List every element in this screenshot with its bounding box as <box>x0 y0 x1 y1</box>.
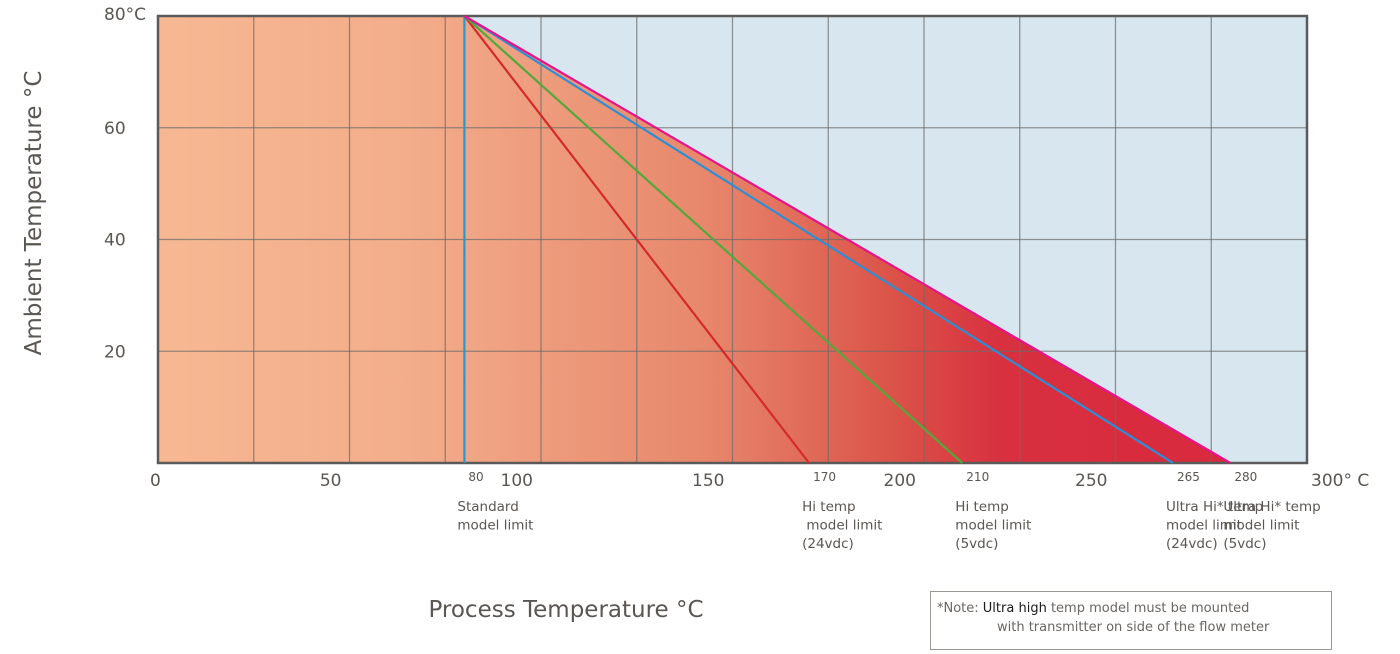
note-line-2: with transmitter on side of the flow met… <box>997 620 1270 635</box>
limit-line-2 <box>463 15 810 464</box>
caption-line: (5vdc) <box>1223 536 1266 552</box>
limit-marker-caption: Ultra Hi* temp model limit (5vdc) <box>1223 499 1320 552</box>
caption-line: Hi temp <box>955 499 1009 515</box>
note-line-1: *Note: Ultra high temp model must be mou… <box>937 599 1331 618</box>
caption-line: Ultra Hi* temp <box>1223 499 1320 515</box>
note-line-1-rest: temp model must be mounted <box>1046 601 1250 616</box>
caption-line: (5vdc) <box>955 536 998 552</box>
limit-line-3 <box>463 15 964 464</box>
limit-marker-caption: Ultra Hi* temp model limit (24vdc) <box>1166 499 1263 552</box>
y-axis-title: Ambient Temperature °C <box>21 71 47 356</box>
limit-marker-caption: Standard model limit <box>457 499 533 534</box>
y-tick-label: 60 <box>104 119 126 139</box>
limit-marker-value: 170 <box>813 470 836 484</box>
x-tick-label: 0 <box>150 471 161 491</box>
limit-markers: 80 Standard model limit 170 Hi temp model li… <box>457 470 1320 552</box>
y-tick-label: 20 <box>104 342 126 362</box>
note-prefix: *Note: <box>937 601 983 616</box>
x-tick-label: 50 <box>320 471 342 491</box>
plot-area <box>156 14 1309 465</box>
limit-line-4 <box>463 15 1174 464</box>
limit-line-5 <box>463 15 1231 464</box>
limit-marker-value: 280 <box>1234 470 1257 484</box>
y-tick-label: 80°C <box>104 5 146 25</box>
limit-marker-value: 265 <box>1177 470 1200 484</box>
grid-lines <box>158 16 1307 463</box>
caption-line: Standard <box>457 499 518 515</box>
limit-marker-caption: Hi temp model limit (24vdc) <box>802 499 882 552</box>
caption-line: model limit <box>457 518 533 534</box>
mounting-note: *Note: Ultra high temp model must be mou… <box>930 591 1332 650</box>
y-axis-ticks: 20 40 60 80°C <box>104 5 146 362</box>
x-tick-label: 300° C <box>1311 471 1369 491</box>
x-axis-title: Process Temperature °C <box>428 597 703 623</box>
plot-frame <box>156 14 1309 465</box>
x-tick-label: 200 <box>884 471 916 491</box>
note-emphasis: Ultra high <box>982 601 1047 616</box>
x-tick-label: 250 <box>1075 471 1107 491</box>
x-tick-label: 150 <box>692 471 724 491</box>
y-tick-label: 40 <box>104 231 126 251</box>
limit-marker-value: 210 <box>966 470 989 484</box>
limit-marker-caption: Hi temp model limit (5vdc) <box>955 499 1031 552</box>
caption-line: (24vdc) <box>802 536 854 552</box>
x-axis-ticks: 0 50 100 150 200 250 300° C <box>150 471 1369 491</box>
caption-line: (24vdc) <box>1166 536 1218 552</box>
caption-line: model limit <box>802 518 882 534</box>
caption-line: model limit <box>955 518 1031 534</box>
caption-line: Ultra Hi* temp <box>1166 499 1263 515</box>
limit-marker-value: 80 <box>468 470 483 484</box>
x-tick-label: 100 <box>501 471 533 491</box>
caption-line: model limit <box>1223 518 1299 534</box>
caption-line: model limit <box>1166 518 1242 534</box>
caption-line: Hi temp <box>802 499 856 515</box>
